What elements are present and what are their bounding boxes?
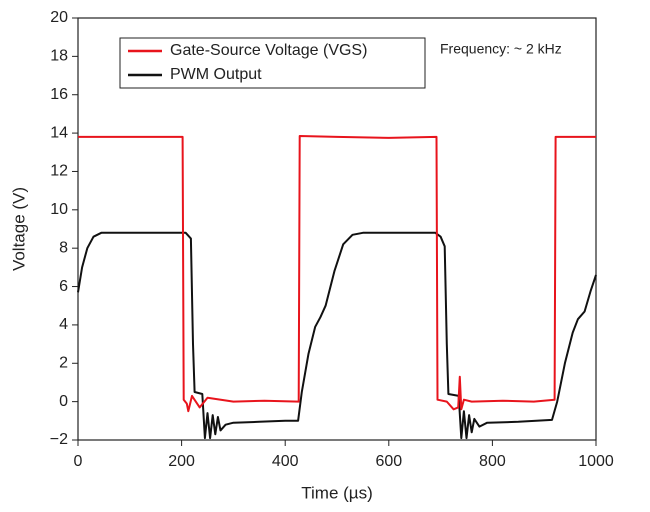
- y-tick-label: −2: [50, 431, 68, 448]
- x-tick-label: 400: [272, 453, 299, 470]
- x-tick-label: 0: [74, 453, 83, 470]
- y-tick-label: 8: [59, 239, 68, 256]
- legend-label: Gate-Source Voltage (VGS): [170, 42, 367, 59]
- y-tick-label: 16: [50, 86, 68, 103]
- y-tick-label: 2: [59, 354, 68, 371]
- plot-frame: [77, 17, 597, 441]
- y-tick-label: 6: [59, 278, 68, 295]
- y-tick-label: 12: [50, 163, 68, 180]
- annotation: Frequency: ~ 2 kHz: [440, 41, 562, 57]
- y-tick-label: 14: [50, 124, 68, 141]
- y-tick-label: 20: [50, 9, 68, 26]
- legend-box: [119, 37, 426, 89]
- y-axis-label: Voltage (V): [9, 187, 28, 271]
- y-tick-label: 0: [59, 393, 68, 410]
- x-tick-label: 800: [479, 453, 506, 470]
- y-tick-label: 4: [59, 316, 68, 333]
- legend-label: PWM Output: [170, 66, 262, 83]
- x-tick-label: 600: [375, 453, 402, 470]
- y-tick-label: 18: [50, 48, 68, 65]
- y-tick-label: 10: [50, 201, 68, 218]
- x-axis-label: Time (µs): [301, 483, 373, 502]
- x-tick-label: 200: [168, 453, 195, 470]
- data-line: [77, 231, 597, 440]
- data-line: [78, 135, 596, 413]
- x-tick-label: 1000: [578, 453, 614, 470]
